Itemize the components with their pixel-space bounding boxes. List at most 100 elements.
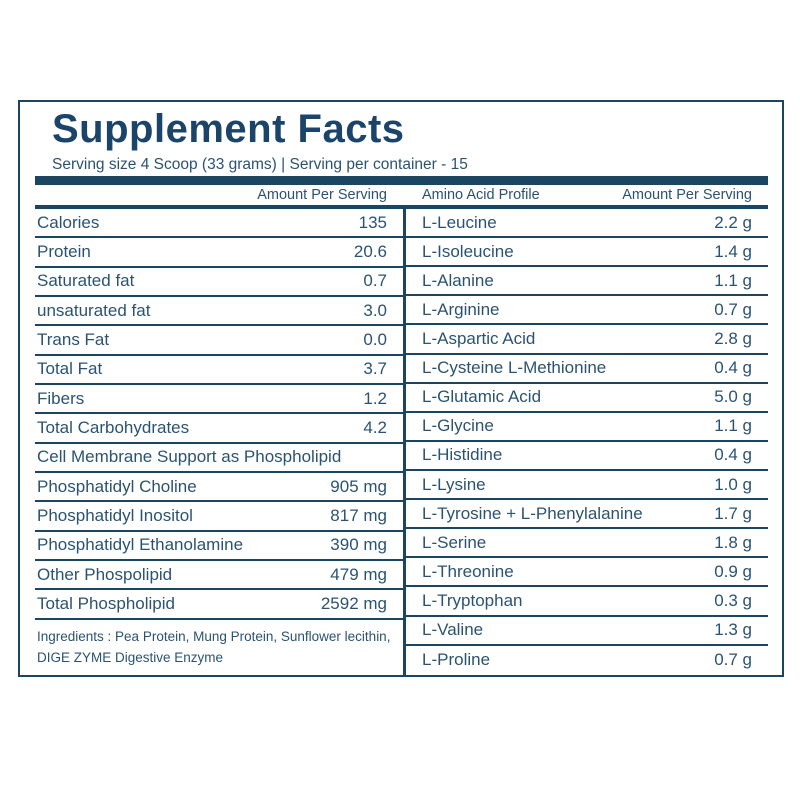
table-row: Phosphatidyl Inositol 817 mg <box>35 502 403 532</box>
row-value: 1.8 g <box>714 532 752 552</box>
row-value: 0.7 g <box>714 650 752 670</box>
page-title: Supplement Facts <box>52 107 405 151</box>
table-row: Saturated fat 0.7 <box>35 268 403 298</box>
table-row: L-Arginine 0.7 g <box>406 296 768 326</box>
row-value: 0.4 g <box>714 358 752 378</box>
row-value: 0.7 g <box>714 299 752 319</box>
row-value: 0.0 <box>363 330 387 350</box>
row-value: 1.4 g <box>714 241 752 261</box>
table-row: Cell Membrane Support as Phospholipid <box>35 444 403 474</box>
label-header: Supplement Facts Serving size 4 Scoop (3… <box>52 107 468 174</box>
row-label: Phosphatidyl Inositol <box>37 506 193 526</box>
amino-amount-header: Amount Per Serving <box>622 187 752 203</box>
row-label: Trans Fat <box>37 330 110 350</box>
row-label: L-Leucine <box>422 212 497 232</box>
table-row: L-Leucine 2.2 g <box>406 209 768 239</box>
serving-info: Serving size 4 Scoop (33 grams) | Servin… <box>52 156 468 173</box>
supplement-facts-label: Supplement Facts Serving size 4 Scoop (3… <box>18 100 784 677</box>
table-row: L-Histidine 0.4 g <box>406 442 768 471</box>
amino-profile-header: Amino Acid Profile <box>422 187 540 203</box>
row-label: L-Lysine <box>422 474 486 494</box>
row-label: L-Threonine <box>422 561 514 581</box>
column-divider <box>403 209 406 675</box>
table-row: L-Proline 0.7 g <box>406 646 768 675</box>
row-label: L-Alanine <box>422 270 494 290</box>
table-row: L-Valine 1.3 g <box>406 617 768 646</box>
row-label: L-Histidine <box>422 445 503 465</box>
row-label: Phosphatidyl Ethanolamine <box>37 535 244 555</box>
row-value: 1.1 g <box>714 416 752 436</box>
nutrition-table: Calories 135 Protein 20.6 Saturated fat … <box>35 209 403 675</box>
table-row: L-Cysteine L-Methionine 0.4 g <box>406 355 768 384</box>
row-value: 135 <box>358 212 387 232</box>
row-value: 1.1 g <box>714 270 752 290</box>
row-label: L-Tryptophan <box>422 590 523 610</box>
header-rule <box>35 205 768 209</box>
table-row: L-Isoleucine 1.4 g <box>406 238 768 268</box>
row-value: 1.3 g <box>714 620 752 640</box>
ingredients-text: Ingredients : Pea Protein, Mung Protein,… <box>35 620 403 675</box>
row-value: 2.8 g <box>714 328 752 348</box>
row-label: Calories <box>37 212 100 232</box>
nutrition-amount-header: Amount Per Serving <box>257 187 387 203</box>
row-label: L-Glycine <box>422 416 494 436</box>
ingredients-line: Ingredients : Pea Protein, Mung Protein,… <box>37 628 391 644</box>
row-value: 1.2 <box>363 388 387 408</box>
table-row: Total Carbohydrates 4.2 <box>35 414 403 444</box>
row-label: Total Carbohydrates <box>37 418 190 438</box>
row-label: Cell Membrane Support as Phospholipid <box>37 447 342 467</box>
table-row: L-Lysine 1.0 g <box>406 471 768 501</box>
table-row: Phosphatidyl Ethanolamine 390 mg <box>35 532 403 562</box>
table-row: L-Threonine 0.9 g <box>406 558 768 588</box>
row-label: L-Tyrosine + L-Phenylalanine <box>422 503 643 523</box>
row-value: 1.0 g <box>714 474 752 494</box>
column-headers: Amount Per Serving Amino Acid Profile Am… <box>20 185 782 205</box>
row-value: 4.2 <box>363 418 387 438</box>
facts-table: Calories 135 Protein 20.6 Saturated fat … <box>20 209 782 675</box>
table-row: Protein 20.6 <box>35 238 403 268</box>
table-row: L-Tyrosine + L-Phenylalanine 1.7 g <box>406 500 768 530</box>
row-label: Protein <box>37 242 91 262</box>
row-label: Total Fat <box>37 359 103 379</box>
row-label: L-Valine <box>422 620 484 640</box>
row-label: Saturated fat <box>37 271 135 291</box>
row-value: 390 mg <box>330 535 387 555</box>
row-value: 2.2 g <box>714 212 752 232</box>
thick-divider-bar <box>35 176 768 185</box>
table-row: Trans Fat 0.0 <box>35 326 403 356</box>
row-value: 479 mg <box>330 564 387 584</box>
table-row: Fibers 1.2 <box>35 385 403 415</box>
table-row: Total Fat 3.7 <box>35 356 403 386</box>
row-value: 905 mg <box>330 476 387 496</box>
row-label: Phosphatidyl Choline <box>37 476 197 496</box>
table-row: L-Glycine 1.1 g <box>406 413 768 442</box>
row-value: 0.9 g <box>714 561 752 581</box>
row-label: Other Phospolipid <box>37 564 173 584</box>
row-label: Total Phospholipid <box>37 594 175 614</box>
row-label: L-Cysteine L-Methionine <box>422 358 607 378</box>
row-value: 0.3 g <box>714 590 752 610</box>
row-label: L-Glutamic Acid <box>422 387 542 407</box>
table-row: Total Phospholipid 2592 mg <box>35 590 403 620</box>
table-row: L-Alanine 1.1 g <box>406 267 768 297</box>
table-row: unsaturated fat 3.0 <box>35 297 403 327</box>
row-value: 3.0 <box>363 300 387 320</box>
row-value: 5.0 g <box>714 387 752 407</box>
row-label: L-Isoleucine <box>422 241 514 261</box>
row-value: 2592 mg <box>320 594 387 614</box>
table-row: L-Aspartic Acid 2.8 g <box>406 325 768 355</box>
table-row: Calories 135 <box>35 209 403 239</box>
row-value: 1.7 g <box>714 503 752 523</box>
amino-table: L-Leucine 2.2 g L-Isoleucine 1.4 g L-Ala… <box>406 209 768 675</box>
row-value: 817 mg <box>330 506 387 526</box>
table-row: L-Glutamic Acid 5.0 g <box>406 384 768 413</box>
row-value: 3.7 <box>363 359 387 379</box>
row-value: 0.7 <box>363 271 387 291</box>
row-label: L-Proline <box>422 650 491 670</box>
amino-headers: Amino Acid Profile Amount Per Serving <box>406 187 768 203</box>
row-value: 0.4 g <box>714 445 752 465</box>
ingredients-line: DIGE ZYME Digestive Enzyme <box>37 650 224 666</box>
row-label: Fibers <box>37 388 85 408</box>
row-label: L-Arginine <box>422 299 500 319</box>
table-row: L-Serine 1.8 g <box>406 529 768 559</box>
